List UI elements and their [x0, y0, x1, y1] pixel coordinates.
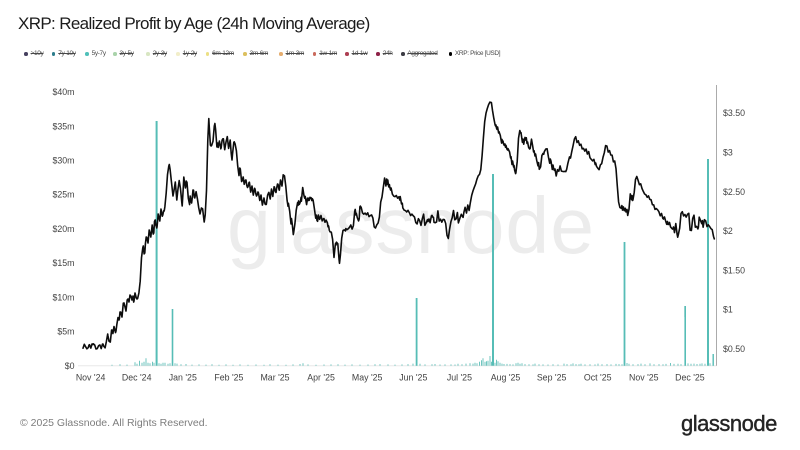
svg-text:Feb '25: Feb '25 [214, 373, 243, 383]
svg-text:$0.50: $0.50 [723, 344, 745, 354]
svg-text:$5m: $5m [57, 327, 74, 337]
svg-text:$2.50: $2.50 [723, 187, 745, 197]
svg-text:Mar '25: Mar '25 [260, 373, 289, 383]
svg-text:May '25: May '25 [352, 373, 383, 383]
svg-text:$20m: $20m [52, 224, 74, 234]
svg-text:Sep '25: Sep '25 [537, 373, 567, 383]
svg-text:Jul '25: Jul '25 [447, 373, 472, 383]
svg-text:$1: $1 [723, 305, 733, 315]
svg-text:Aug '25: Aug '25 [491, 373, 521, 383]
svg-text:$3.50: $3.50 [723, 108, 745, 118]
svg-text:$15m: $15m [52, 258, 74, 268]
svg-text:Nov '25: Nov '25 [629, 373, 659, 383]
svg-text:$30m: $30m [52, 156, 74, 166]
svg-text:Dec '25: Dec '25 [675, 373, 705, 383]
svg-text:$35m: $35m [52, 121, 74, 131]
svg-text:glassnode: glassnode [227, 181, 595, 270]
svg-text:Apr '25: Apr '25 [307, 373, 335, 383]
svg-text:$1.50: $1.50 [723, 265, 745, 275]
svg-text:Oct '25: Oct '25 [584, 373, 612, 383]
svg-text:$2: $2 [723, 226, 733, 236]
svg-text:$40m: $40m [52, 87, 74, 97]
svg-text:Nov '24: Nov '24 [76, 373, 106, 383]
svg-text:Jan '25: Jan '25 [169, 373, 197, 383]
svg-text:$25m: $25m [52, 190, 74, 200]
svg-text:$3: $3 [723, 148, 733, 158]
svg-text:$0: $0 [65, 361, 75, 371]
svg-text:$10m: $10m [52, 292, 74, 302]
svg-text:Jun '25: Jun '25 [399, 373, 427, 383]
svg-text:Dec '24: Dec '24 [122, 373, 152, 383]
